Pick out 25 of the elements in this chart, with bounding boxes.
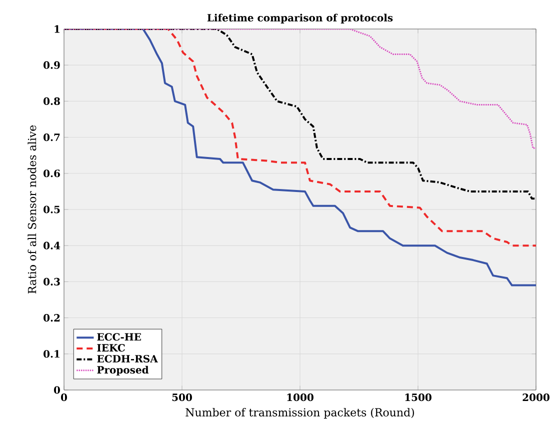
legend-label: Proposed — [97, 366, 149, 376]
y-tick-label: 0.4 — [44, 242, 60, 250]
y-tick-label: 0.6 — [44, 170, 60, 178]
line-series — [64, 28, 536, 200]
x-tick-label: 1500 — [405, 394, 432, 402]
x-axis-title: Number of transmission packets (Round) — [186, 408, 414, 419]
y-tick-label: 0.8 — [44, 97, 60, 105]
y-tick-label: 0.1 — [44, 350, 60, 358]
line-series — [64, 28, 536, 149]
y-tick-label: 0.3 — [44, 278, 60, 286]
x-tick-label: 2000 — [522, 394, 550, 402]
legend-label: ECC-HE — [97, 333, 141, 341]
y-tick-label: 1 — [54, 25, 60, 33]
x-tick-label: 500 — [172, 394, 192, 402]
y-tick-label: 0.7 — [44, 134, 60, 142]
chart-title: Lifetime comparison of protocols — [207, 14, 393, 24]
y-tick-label: 0.2 — [44, 314, 60, 322]
legend-label: IEKC — [97, 344, 125, 352]
x-tick-label: 0 — [60, 394, 68, 402]
y-tick-label: 0.5 — [44, 206, 60, 214]
y-axis-title: Ratio of all Sensor nodes alive — [28, 125, 36, 294]
y-tick-label: 0 — [54, 386, 60, 394]
legend-label: ECDH-RSA — [97, 354, 158, 363]
y-tick-label: 0.9 — [44, 61, 60, 69]
x-tick-label: 1000 — [287, 394, 314, 402]
